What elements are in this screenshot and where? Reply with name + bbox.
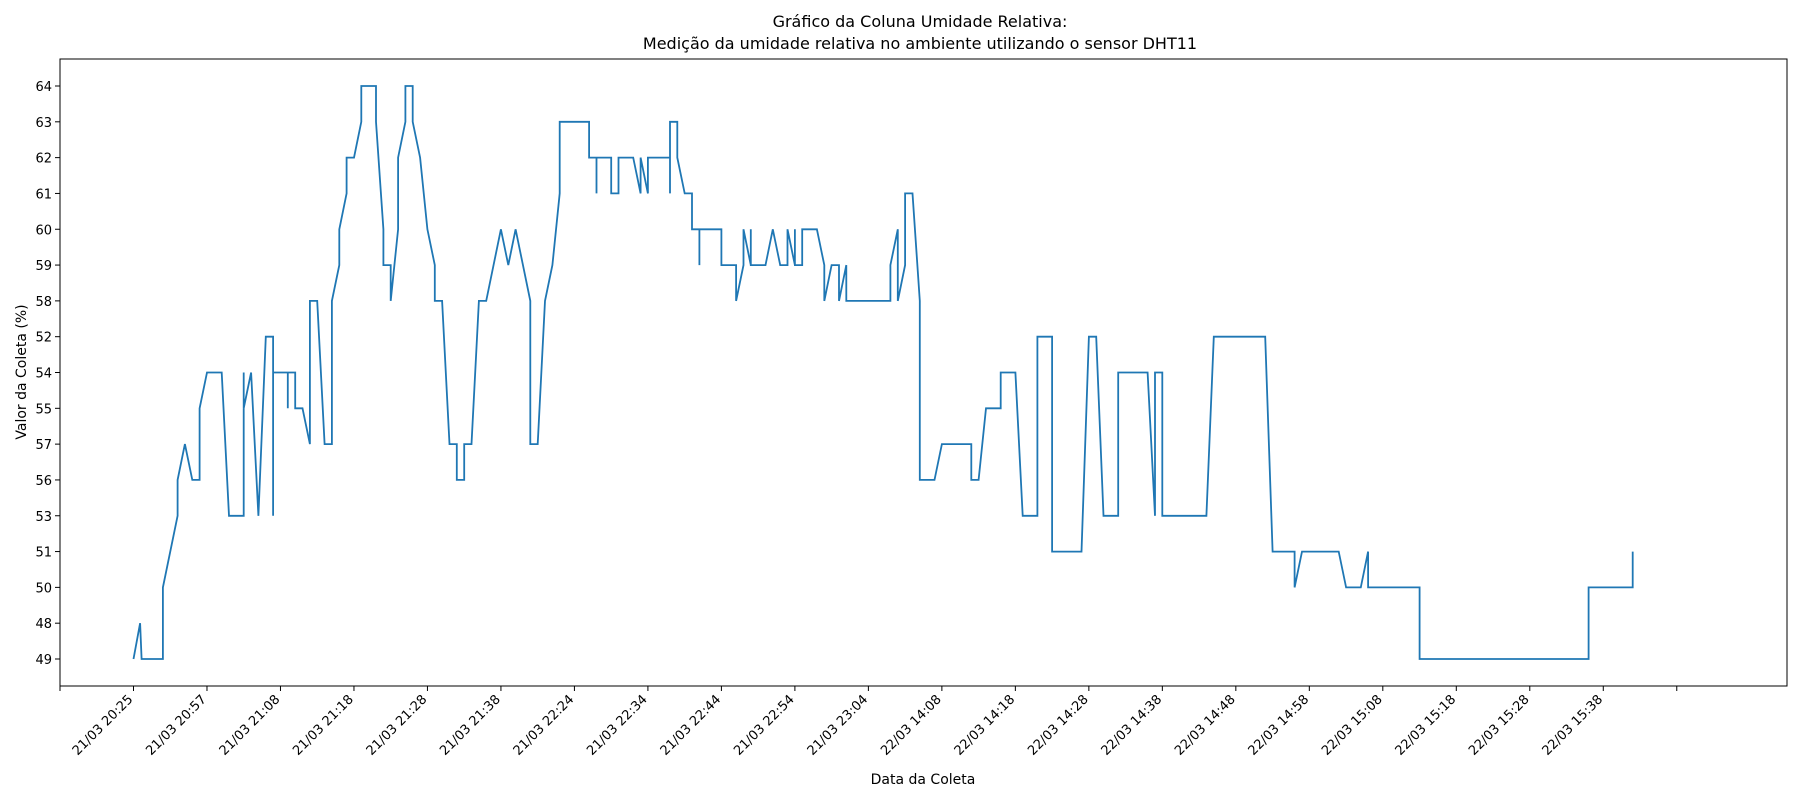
y-tick-label: 49 bbox=[35, 653, 52, 668]
x-tick-label: 22/03 14:48 bbox=[1172, 692, 1239, 759]
y-tick-label: 64 bbox=[35, 80, 52, 95]
series-layer bbox=[132, 85, 1634, 660]
x-tick-label: 22/03 15:18 bbox=[1393, 692, 1460, 759]
y-tick-label: 54 bbox=[35, 367, 52, 382]
x-axis-title: Data da Coleta bbox=[871, 772, 976, 788]
y-tick-label: 51 bbox=[35, 546, 52, 561]
x-tick-label: 21/03 21:38 bbox=[437, 692, 504, 759]
x-tick-label: 21/03 22:54 bbox=[731, 692, 798, 759]
y-axis-title: Valor da Coleta (%) bbox=[14, 304, 30, 439]
x-tick-label: 21/03 22:44 bbox=[658, 692, 725, 759]
y-tick-label: 48 bbox=[35, 617, 52, 632]
x-tick-label: 22/03 15:08 bbox=[1319, 692, 1386, 759]
x-tick-label: 21/03 23:04 bbox=[805, 692, 872, 759]
x-tick-label: 21/03 22:34 bbox=[584, 692, 651, 759]
y-tick-label: 50 bbox=[35, 581, 52, 596]
x-tick-label: 21/03 21:28 bbox=[364, 692, 431, 759]
x-tick-label: 22/03 14:38 bbox=[1099, 692, 1166, 759]
x-tick-label: 22/03 15:28 bbox=[1466, 692, 1533, 759]
x-tick-label: 21/03 21:08 bbox=[217, 692, 284, 759]
x-tick-label: 22/03 14:28 bbox=[1025, 692, 1092, 759]
chart-title-line1: Gráfico da Coluna Umidade Relativa: bbox=[773, 12, 1068, 31]
y-tick-label: 62 bbox=[35, 152, 52, 167]
y-tick-label: 61 bbox=[35, 187, 52, 202]
y-tick-label: 60 bbox=[35, 223, 52, 238]
plot-area bbox=[59, 58, 1788, 687]
x-tick-label: 22/03 15:38 bbox=[1540, 692, 1607, 759]
y-tick-label: 59 bbox=[35, 259, 52, 274]
x-tick-label: 21/03 20:25 bbox=[70, 692, 137, 759]
y-tick-label: 57 bbox=[35, 438, 52, 453]
x-tick-label: 22/03 14:18 bbox=[952, 692, 1019, 759]
y-tick-label: 53 bbox=[35, 510, 52, 525]
y-tick-label: 63 bbox=[35, 116, 52, 131]
x-tick-label: 22/03 14:08 bbox=[878, 692, 945, 759]
y-axis: 49 48 50 51 53 56 57 55 54 52 58 59 60 61 62 63 64 bbox=[35, 80, 60, 668]
y-tick-label: 55 bbox=[35, 402, 52, 417]
x-tick-label: 22/03 14:58 bbox=[1246, 692, 1313, 759]
y-tick-label: 52 bbox=[35, 331, 52, 346]
y-tick-label: 58 bbox=[35, 295, 52, 310]
x-axis: 21/03 20:25 21/03 20:57 21/03 21:08 21/03 2… bbox=[59, 686, 1678, 759]
x-tick-label: 21/03 20:57 bbox=[143, 692, 210, 759]
y-tick-label: 56 bbox=[35, 474, 52, 489]
x-tick-label: 21/03 22:24 bbox=[511, 692, 578, 759]
chart-title-line2: Medição da umidade relativa no ambiente … bbox=[643, 34, 1197, 53]
series-line bbox=[132, 85, 1634, 660]
x-tick-label: 21/03 21:18 bbox=[290, 692, 357, 759]
